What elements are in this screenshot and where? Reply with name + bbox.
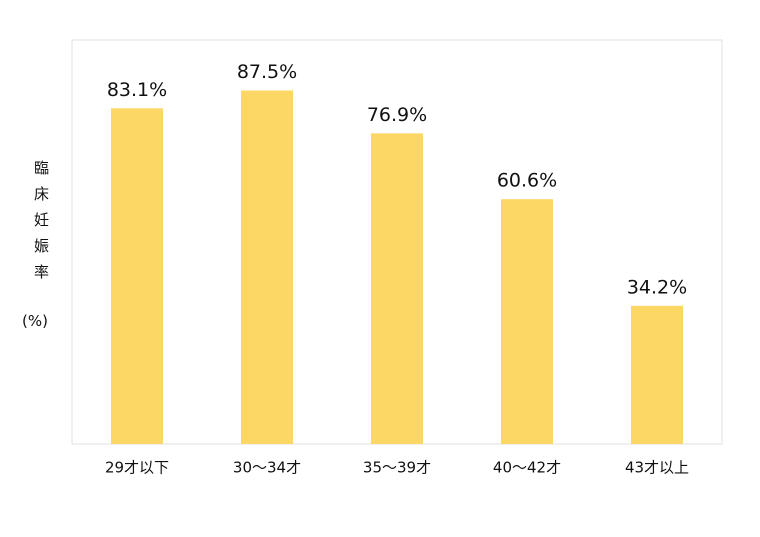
value-label: 34.2%	[627, 276, 687, 298]
bar	[241, 90, 293, 444]
x-tick-label: 29才以下	[105, 459, 169, 477]
value-label: 76.9%	[367, 104, 427, 126]
x-tick-label: 43才以上	[625, 459, 689, 477]
bar	[631, 305, 683, 444]
bar	[371, 133, 423, 444]
value-label: 87.5%	[237, 61, 297, 83]
y-axis-unit: (%)	[22, 312, 48, 330]
y-axis-label: 臨床妊娠率	[32, 160, 50, 290]
value-label: 60.6%	[497, 170, 557, 192]
x-tick-label: 35～39才	[363, 459, 431, 477]
bar	[111, 108, 163, 444]
value-label: 83.1%	[107, 79, 167, 101]
bar	[501, 199, 553, 444]
x-tick-label: 40～42才	[493, 459, 561, 477]
x-tick-label: 30～34才	[233, 459, 301, 477]
